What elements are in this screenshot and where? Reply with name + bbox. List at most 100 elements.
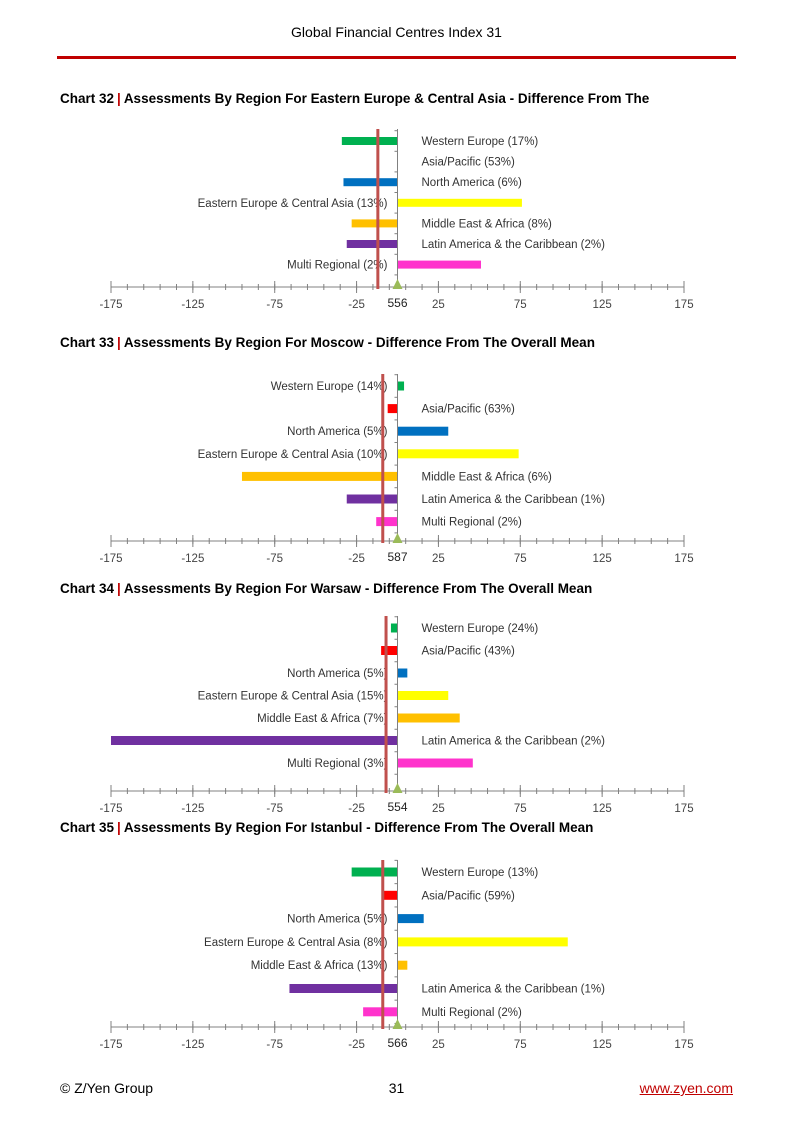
chart-title: Chart 32 | Assessments By Region For Easte… <box>60 91 649 106</box>
bar-2 <box>387 404 398 414</box>
category-label-3: North America (5%) <box>287 668 388 680</box>
bar-2 <box>382 890 398 900</box>
chart-title-text: Assessments By Region For Istanbul - Dif… <box>123 820 594 835</box>
bar-3 <box>343 178 398 187</box>
category-label-1: Western Europe (24%) <box>422 623 539 635</box>
bar-7 <box>397 758 473 768</box>
bar-6 <box>111 736 398 745</box>
bar-4 <box>397 449 519 459</box>
category-label-2: Asia/Pacific (53%) <box>422 157 515 169</box>
bar-7 <box>376 517 398 527</box>
category-label-7: Multi Regional (2%) <box>287 260 388 272</box>
x-tick-label: -75 <box>266 553 283 565</box>
category-label-4: Eastern Europe & Central Asia (13%) <box>198 198 388 210</box>
category-label-7: Multi Regional (2%) <box>422 1007 523 1019</box>
x-tick-label: 175 <box>674 803 693 815</box>
bar-2 <box>381 646 398 655</box>
category-label-4: Eastern Europe & Central Asia (8%) <box>204 937 388 949</box>
category-label-5: Middle East & Africa (8%) <box>422 218 553 230</box>
x-tick-label: 75 <box>514 299 527 311</box>
category-label-2: Asia/Pacific (59%) <box>422 890 515 902</box>
x-tick-label: 25 <box>432 803 445 815</box>
category-label-5: Middle East & Africa (13%) <box>251 960 388 972</box>
chart-34: Chart 34 | Assessments By Region For Warsa… <box>0 581 793 815</box>
mean-marker <box>392 533 403 543</box>
footer-website-link[interactable]: www.zyen.com <box>639 1080 733 1096</box>
x-tick-label: -75 <box>266 1039 283 1051</box>
x-tick-label: 125 <box>593 803 612 815</box>
chart-32: Chart 32 | Assessments By Region For Easte… <box>0 91 793 316</box>
bar-7 <box>363 1007 398 1017</box>
x-tick-label: 75 <box>514 553 527 565</box>
bar-5 <box>397 960 408 970</box>
chart-number: Chart 35 <box>60 820 115 835</box>
mean-marker <box>392 783 403 793</box>
category-label-7: Multi Regional (2%) <box>422 517 523 529</box>
x-tick-label: -175 <box>99 1039 122 1051</box>
bar-5 <box>241 471 398 481</box>
title-separator: | <box>117 820 121 835</box>
x-tick-label: -125 <box>181 1039 204 1051</box>
category-label-1: Western Europe (14%) <box>271 381 388 393</box>
x-tick-label: -125 <box>181 299 204 311</box>
chart-number: Chart 34 <box>60 581 115 596</box>
mean-value-label: 587 <box>387 550 407 564</box>
page-header-title: Global Financial Centres Index 31 <box>291 24 502 40</box>
header-rule <box>57 56 736 59</box>
mean-marker <box>392 279 403 289</box>
chart-title-text: Assessments By Region For Warsaw - Diffe… <box>123 581 593 596</box>
chart-title: Chart 33 | Assessments By Region For Mosco… <box>60 335 595 350</box>
category-label-3: North America (5%) <box>287 914 388 926</box>
bar-3 <box>397 668 408 678</box>
x-tick-label: -75 <box>266 803 283 815</box>
x-tick-label: -125 <box>181 803 204 815</box>
chart-number: Chart 33 <box>60 335 115 350</box>
title-separator: | <box>117 335 121 350</box>
mean-value-label: 556 <box>387 296 407 310</box>
bar-5 <box>351 219 398 228</box>
category-label-1: Western Europe (13%) <box>422 867 539 879</box>
chart-plot: Western Europe (13%) Asia/Pacific (59%) No… <box>99 859 694 1051</box>
x-tick-label: 125 <box>593 1039 612 1051</box>
chart-title: Chart 35 | Assessments By Region For Istan… <box>60 820 593 835</box>
x-tick-label: 25 <box>432 1039 445 1051</box>
category-label-6: Latin America & the Caribbean (2%) <box>422 736 606 748</box>
bar-6 <box>346 494 398 504</box>
x-tick-label: -175 <box>99 553 122 565</box>
bar-5 <box>397 713 460 723</box>
chart-plot: Western Europe (14%) Asia/Pacific (63%) No… <box>99 374 694 565</box>
x-tick-label: 175 <box>674 1039 693 1051</box>
category-label-2: Asia/Pacific (43%) <box>422 646 515 658</box>
x-tick-label: -25 <box>348 299 365 311</box>
bar-1 <box>390 623 398 633</box>
bar-3 <box>397 426 449 436</box>
x-tick-label: 175 <box>674 299 693 311</box>
category-label-7: Multi Regional (3%) <box>287 758 388 770</box>
chart-plot: Western Europe (24%) Asia/Pacific (43%) No… <box>99 616 694 815</box>
mean-marker <box>392 1019 403 1029</box>
x-tick-label: 125 <box>593 299 612 311</box>
bar-1 <box>351 867 398 877</box>
category-label-6: Latin America & the Caribbean (2%) <box>422 239 606 251</box>
chart-title: Chart 34 | Assessments By Region For Warsa… <box>60 581 592 596</box>
footer-copyright: © Z/Yen Group <box>60 1080 154 1096</box>
x-tick-label: -75 <box>266 299 283 311</box>
x-tick-label: -25 <box>348 553 365 565</box>
x-tick-label: -25 <box>348 1039 365 1051</box>
category-label-6: Latin America & the Caribbean (1%) <box>422 984 606 996</box>
bar-6 <box>346 240 398 248</box>
category-label-3: North America (5%) <box>287 426 388 438</box>
x-tick-label: 125 <box>593 553 612 565</box>
category-label-4: Eastern Europe & Central Asia (15%) <box>198 691 388 703</box>
x-tick-label: -175 <box>99 803 122 815</box>
x-tick-label: 175 <box>674 553 693 565</box>
category-label-2: Asia/Pacific (63%) <box>422 404 515 416</box>
title-separator: | <box>117 581 121 596</box>
bar-1 <box>397 381 405 391</box>
bar-6 <box>289 984 398 993</box>
x-tick-label: -125 <box>181 553 204 565</box>
x-tick-label: 25 <box>432 299 445 311</box>
x-tick-label: -175 <box>99 299 122 311</box>
category-label-4: Eastern Europe & Central Asia (10%) <box>198 449 388 461</box>
mean-value-label: 566 <box>387 1036 407 1050</box>
